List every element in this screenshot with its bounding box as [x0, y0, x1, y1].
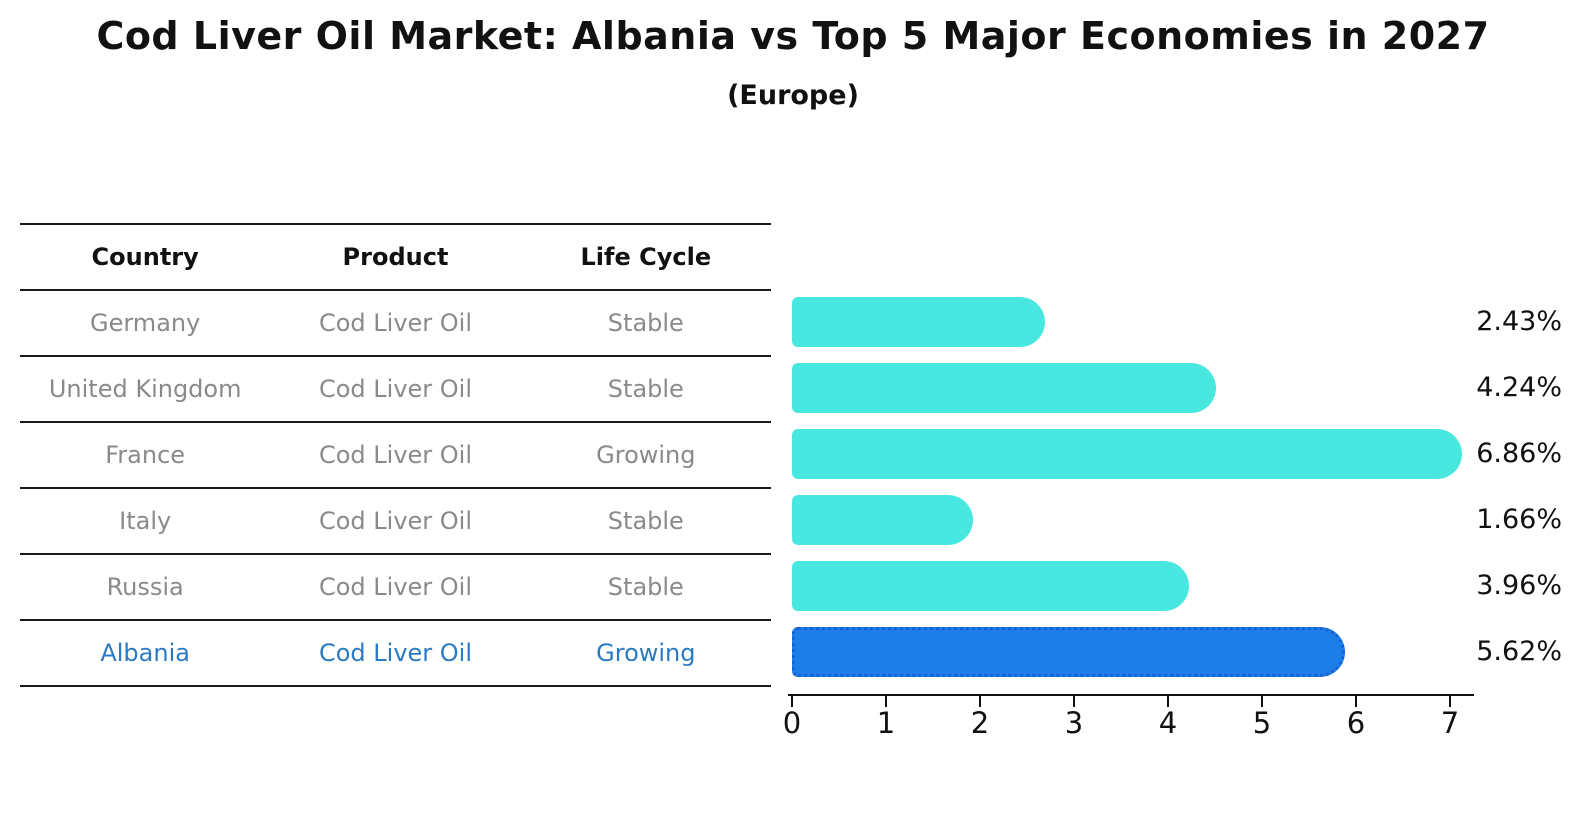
x-tick-mark-2: [979, 696, 981, 707]
value-label-russia: 3.96%: [1476, 570, 1562, 601]
cell-life-cycle: Stable: [607, 309, 684, 337]
cell-country: Russia: [106, 573, 184, 601]
cell-product: Cod Liver Oil: [318, 507, 473, 535]
value-label-france: 6.86%: [1476, 438, 1562, 469]
cell-life-cycle: Stable: [607, 375, 684, 403]
table-row-germany: Germany Cod Liver Oil Stable: [20, 291, 771, 357]
cell-country: France: [105, 441, 186, 469]
table-row-albania: Albania Cod Liver Oil Growing: [20, 621, 771, 685]
bar-plot-area: [792, 289, 1462, 685]
x-axis-line: [788, 694, 1474, 696]
table-row-france: France Cod Liver Oil Growing: [20, 423, 771, 489]
x-tick-label-7: 7: [1440, 706, 1460, 740]
bar-united-kingdom: [792, 363, 1216, 413]
x-tick-mark-0: [791, 696, 793, 707]
value-label-italy: 1.66%: [1476, 504, 1562, 535]
x-tick-label-2: 2: [970, 706, 990, 740]
chart-title: Cod Liver Oil Market: Albania vs Top 5 M…: [96, 14, 1490, 58]
cell-country: Italy: [119, 507, 172, 535]
cell-life-cycle: Growing: [596, 441, 696, 469]
x-tick-mark-1: [885, 696, 887, 707]
table-header-row: Country Product Life Cycle: [20, 225, 771, 291]
column-header-country: Country: [91, 243, 199, 271]
value-labels-column: 2.43% 4.24% 6.86% 1.66% 3.96% 5.62%: [1452, 289, 1562, 685]
cell-product: Cod Liver Oil: [318, 573, 473, 601]
x-tick-label-1: 1: [876, 706, 896, 740]
cell-product: Cod Liver Oil: [318, 441, 473, 469]
cell-life-cycle: Stable: [607, 507, 684, 535]
cell-product: Cod Liver Oil: [318, 309, 473, 337]
cell-country: Germany: [90, 309, 201, 337]
x-tick-label-6: 6: [1346, 706, 1366, 740]
x-tick-mark-6: [1355, 696, 1357, 707]
bar-france: [792, 429, 1462, 479]
chart-subtitle: (Europe): [727, 80, 859, 111]
x-tick-mark-7: [1449, 696, 1451, 707]
bar-germany: [792, 297, 1046, 347]
x-tick-mark-3: [1073, 696, 1075, 707]
value-label-united-kingdom: 4.24%: [1476, 372, 1562, 403]
x-tick-label-0: 0: [782, 706, 802, 740]
bar-italy: [792, 495, 974, 545]
cell-product: Cod Liver Oil: [318, 639, 473, 667]
table-row-united-kingdom: United Kingdom Cod Liver Oil Stable: [20, 357, 771, 423]
value-label-germany: 2.43%: [1476, 306, 1562, 337]
cell-life-cycle: Stable: [607, 573, 684, 601]
bar-russia: [792, 561, 1190, 611]
x-tick-label-3: 3: [1064, 706, 1084, 740]
cell-country: United Kingdom: [48, 375, 242, 403]
column-header-product: Product: [342, 243, 449, 271]
x-tick-mark-4: [1167, 696, 1169, 707]
x-tick-label-4: 4: [1158, 706, 1178, 740]
bar-albania: [792, 627, 1346, 677]
table-row-russia: Russia Cod Liver Oil Stable: [20, 555, 771, 621]
column-header-life-cycle: Life Cycle: [580, 243, 712, 271]
table-row-italy: Italy Cod Liver Oil Stable: [20, 489, 771, 555]
cell-country: Albania: [100, 639, 190, 667]
x-tick-label-5: 5: [1252, 706, 1272, 740]
cell-life-cycle: Growing: [596, 639, 696, 667]
cell-product: Cod Liver Oil: [318, 375, 473, 403]
x-tick-mark-5: [1261, 696, 1263, 707]
value-label-albania: 5.62%: [1476, 636, 1562, 667]
country-table: Country Product Life Cycle Germany Cod L…: [20, 223, 771, 687]
